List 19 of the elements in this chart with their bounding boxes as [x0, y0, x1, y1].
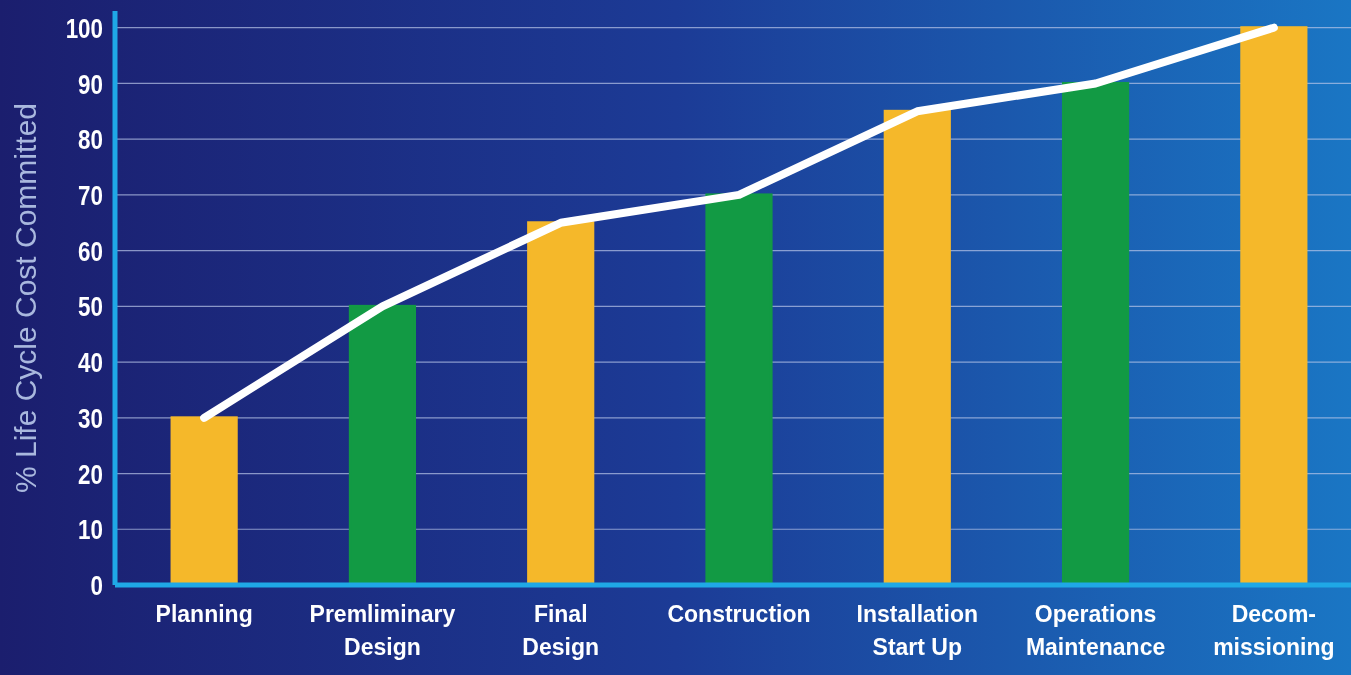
y-axis-title: % Life Cycle Cost Committed	[9, 102, 42, 494]
y-tick-label: 60	[78, 235, 103, 267]
y-tick-label: 100	[65, 12, 103, 44]
y-tick-label: 90	[78, 68, 103, 100]
x-tick-label: Premliminary Design	[309, 601, 456, 660]
x-tick-label: Decom- missioning	[1213, 601, 1335, 660]
x-tick-label: Final Design	[522, 601, 600, 660]
y-tick-label: 70	[78, 179, 103, 211]
y-tick-label: 20	[78, 458, 103, 490]
x-tick-label: Installation Start Up	[856, 601, 978, 660]
x-tick-label: Operations Maintenance	[1025, 601, 1166, 660]
x-tick-label: Construction	[667, 601, 811, 627]
y-tick-label: 30	[78, 402, 103, 434]
y-tick-label: 50	[78, 291, 103, 322]
y-tick-label: 10	[78, 513, 103, 545]
y-tick-label: 0	[90, 569, 103, 601]
y-tick-label: 80	[78, 123, 103, 155]
x-tick-label: Planning	[155, 601, 253, 627]
y-tick-label: 40	[78, 346, 103, 378]
